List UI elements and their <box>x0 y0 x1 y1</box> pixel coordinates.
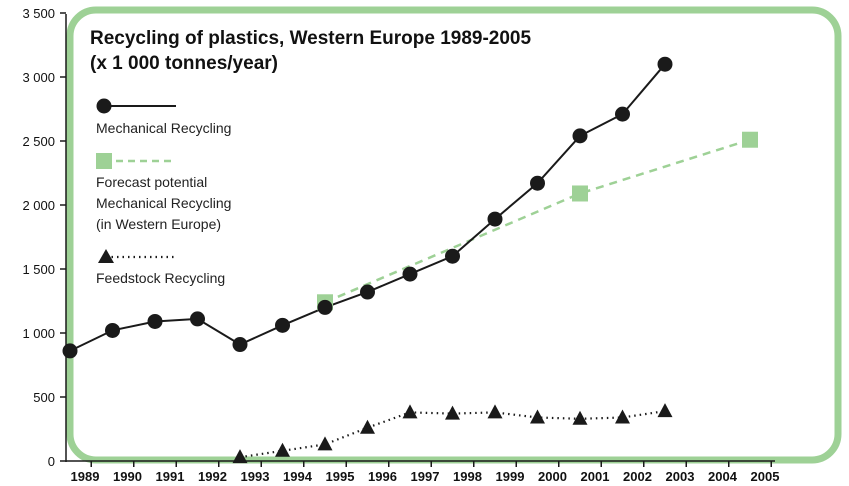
mechanical-point <box>487 211 503 227</box>
x-tick-label: 1995 <box>326 469 355 484</box>
mechanical-point <box>615 106 630 122</box>
y-tick-label: 1 500 <box>22 262 55 277</box>
mechanical-point <box>402 266 418 282</box>
legend-feedstock-marker <box>98 249 114 263</box>
feedstock-point <box>232 449 248 464</box>
forecast-point <box>742 131 758 148</box>
mechanical-point <box>275 317 290 333</box>
legend-mechanical-label: Mechanical Recycling <box>96 120 231 136</box>
x-tick-label: 1994 <box>283 469 313 484</box>
series-forecast-line <box>324 138 751 304</box>
x-tick-label: 2004 <box>708 469 738 484</box>
series-feedstock-line <box>239 410 666 459</box>
feedstock-point <box>657 403 673 418</box>
legend-mechanical-marker <box>96 98 112 114</box>
feedstock-point <box>275 442 290 457</box>
y-tick-label: 2 500 <box>22 134 55 149</box>
mechanical-point <box>530 175 545 191</box>
x-tick-label: 2000 <box>538 469 567 484</box>
feedstock-point <box>530 409 545 424</box>
mechanical-point <box>105 322 120 338</box>
mechanical-point <box>317 299 333 315</box>
x-tick-label: 1993 <box>241 469 270 484</box>
y-tick-label: 3 500 <box>22 6 55 21</box>
feedstock-point <box>487 404 503 419</box>
chart-title: Recycling of plastics, Western Europe 19… <box>90 28 531 49</box>
x-tick-label: 1992 <box>198 469 227 484</box>
series-markers <box>62 56 758 464</box>
feedstock-point <box>360 419 375 434</box>
legend-feedstock-label: Feedstock Recycling <box>96 270 225 286</box>
x-tick-label: 2002 <box>623 469 652 484</box>
mechanical-point <box>190 311 205 327</box>
mechanical-point <box>232 337 248 353</box>
chart-frame <box>66 6 842 464</box>
mechanical-point <box>62 343 78 359</box>
forecast-point <box>572 185 588 202</box>
chart-subtitle: (x 1 000 tonnes/year) <box>90 53 278 74</box>
x-tick-label: 1999 <box>496 469 525 484</box>
y-tick-label: 1 000 <box>22 326 55 341</box>
legend-forecast-marker <box>96 153 112 169</box>
feedstock-point <box>445 405 460 420</box>
x-tick-label: 1990 <box>113 469 142 484</box>
legend-forecast-label-2: Mechanical Recycling <box>96 195 231 211</box>
y-axis-ticks: 0 500 1 000 1 500 2 000 2 500 3 000 3 500 <box>22 6 66 469</box>
feedstock-point <box>317 436 333 451</box>
x-tick-label: 2005 <box>751 469 780 484</box>
x-tick-label: 2001 <box>581 469 610 484</box>
legend-forecast-label-1: Forecast potential <box>96 174 207 190</box>
x-tick-label: 2003 <box>666 469 695 484</box>
mechanical-point <box>657 56 673 72</box>
x-tick-label: 1991 <box>156 469 185 484</box>
mechanical-point <box>360 284 375 300</box>
y-tick-label: 500 <box>33 390 55 405</box>
x-tick-label: 1989 <box>71 469 100 484</box>
legend: Mechanical Recycling Forecast potential … <box>96 98 231 286</box>
y-tick-label: 0 <box>48 454 55 469</box>
y-tick-label: 3 000 <box>22 70 55 85</box>
mechanical-point <box>572 128 588 144</box>
mechanical-point <box>147 313 163 329</box>
feedstock-point <box>402 404 418 419</box>
y-tick-label: 2 000 <box>22 198 55 213</box>
x-tick-label: 1997 <box>411 469 440 484</box>
x-tick-label: 1998 <box>453 469 482 484</box>
feedstock-point <box>572 410 588 425</box>
x-tick-label: 1996 <box>368 469 397 484</box>
x-axis-ticks: 1989 1990 1991 1992 1993 1994 1995 1996 1997 1998… <box>71 461 780 484</box>
feedstock-point <box>615 409 630 424</box>
legend-forecast-label-3: (in Western Europe) <box>96 216 221 232</box>
mechanical-point <box>445 248 460 264</box>
